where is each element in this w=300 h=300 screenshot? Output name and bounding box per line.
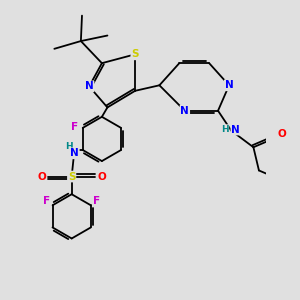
Text: F: F: [71, 122, 79, 132]
Text: S: S: [68, 172, 75, 182]
Text: O: O: [38, 172, 46, 182]
Text: N: N: [85, 81, 94, 92]
Text: F: F: [44, 196, 51, 206]
Text: O: O: [278, 129, 286, 139]
Text: N: N: [181, 106, 189, 116]
Text: H: H: [221, 125, 229, 134]
Text: N: N: [225, 80, 233, 90]
Text: N: N: [231, 124, 240, 134]
Text: N: N: [70, 148, 79, 158]
Text: O: O: [97, 172, 106, 182]
Text: S: S: [131, 49, 139, 59]
Text: F: F: [93, 196, 100, 206]
Text: H: H: [65, 142, 73, 151]
